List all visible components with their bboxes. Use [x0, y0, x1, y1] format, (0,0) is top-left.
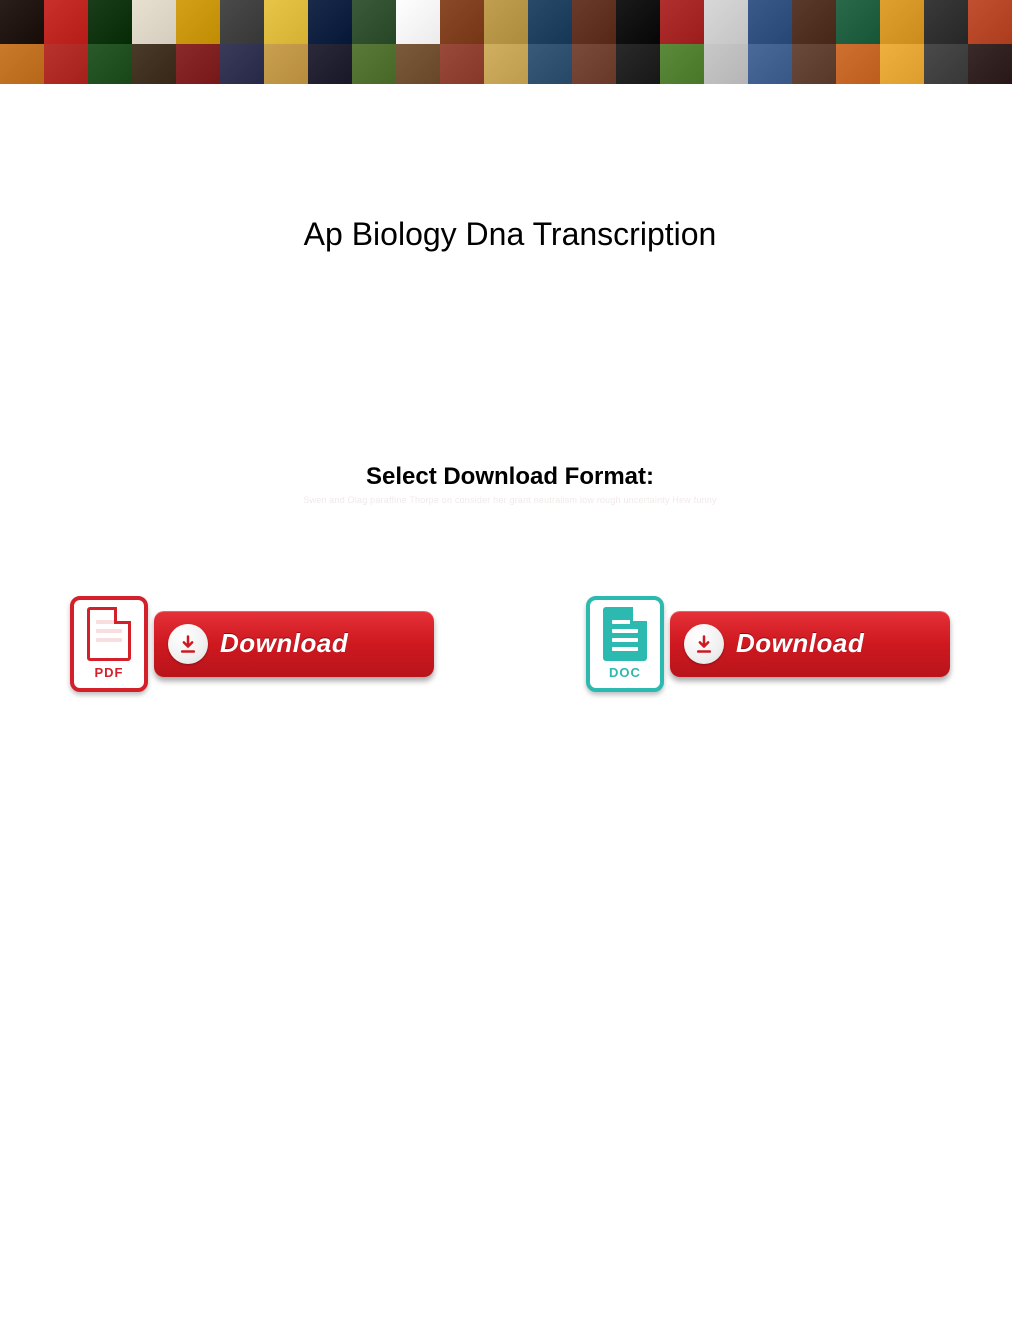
banner-thumb: [968, 44, 1012, 88]
banner-thumb: [616, 0, 660, 44]
doc-download-label: Download: [736, 628, 864, 659]
banner-thumb: [836, 44, 880, 88]
banner-thumb: [176, 0, 220, 44]
page-title: Ap Biology Dna Transcription: [0, 216, 1020, 253]
banner-thumb: [880, 0, 924, 44]
banner-thumb: [264, 0, 308, 44]
doc-download-button[interactable]: Download: [670, 611, 950, 677]
select-format-label: Select Download Format:: [0, 463, 1020, 491]
banner-thumb: [44, 44, 88, 88]
banner-thumb: [924, 44, 968, 88]
pdf-download-label: Download: [220, 628, 348, 659]
banner-thumb: [88, 0, 132, 44]
banner-thumb: [132, 44, 176, 88]
banner-thumb: [748, 44, 792, 88]
pdf-download-button[interactable]: Download: [154, 611, 434, 677]
banner-thumb: [748, 0, 792, 44]
banner-thumb: [528, 44, 572, 88]
banner-thumb: [396, 44, 440, 88]
banner-thumb: [308, 0, 352, 44]
thumbnail-banner: [0, 0, 1020, 88]
doc-file-label: DOC: [609, 665, 641, 680]
banner-thumb: [660, 44, 704, 88]
banner-thumb: [308, 44, 352, 88]
banner-thumb: [396, 0, 440, 44]
banner-thumb: [176, 44, 220, 88]
banner-thumb: [44, 0, 88, 44]
banner-thumb: [440, 0, 484, 44]
pdf-download-group: PDF Download: [70, 596, 434, 692]
banner-thumb: [352, 0, 396, 44]
banner-thumb: [484, 44, 528, 88]
banner-thumb: [704, 44, 748, 88]
download-arrow-icon: [684, 624, 724, 664]
banner-thumb: [880, 44, 924, 88]
banner-thumb: [572, 44, 616, 88]
banner-thumb: [660, 0, 704, 44]
banner-thumb: [924, 0, 968, 44]
banner-thumb: [528, 0, 572, 44]
banner-thumb: [220, 44, 264, 88]
banner-thumb: [88, 44, 132, 88]
banner-thumb: [836, 0, 880, 44]
banner-thumb: [616, 44, 660, 88]
download-buttons-row: PDF Download DOC Download: [0, 596, 1020, 692]
doc-download-group: DOC Download: [586, 596, 950, 692]
faint-blurb-text: Swen and Olag paraffine Thorpe on consid…: [0, 495, 1020, 506]
download-arrow-icon: [168, 624, 208, 664]
pdf-file-label: PDF: [95, 665, 124, 680]
banner-thumb: [220, 0, 264, 44]
banner-thumb: [572, 0, 616, 44]
pdf-file-icon: PDF: [70, 596, 148, 692]
banner-thumb: [132, 0, 176, 44]
banner-thumb: [0, 44, 44, 88]
banner-thumb: [968, 0, 1012, 44]
banner-thumb: [440, 44, 484, 88]
banner-thumb: [792, 44, 836, 88]
banner-thumb: [264, 44, 308, 88]
banner-thumb: [792, 0, 836, 44]
banner-thumb: [484, 0, 528, 44]
doc-file-icon: DOC: [586, 596, 664, 692]
banner-thumb: [704, 0, 748, 44]
banner-thumb: [352, 44, 396, 88]
banner-thumb: [0, 0, 44, 44]
